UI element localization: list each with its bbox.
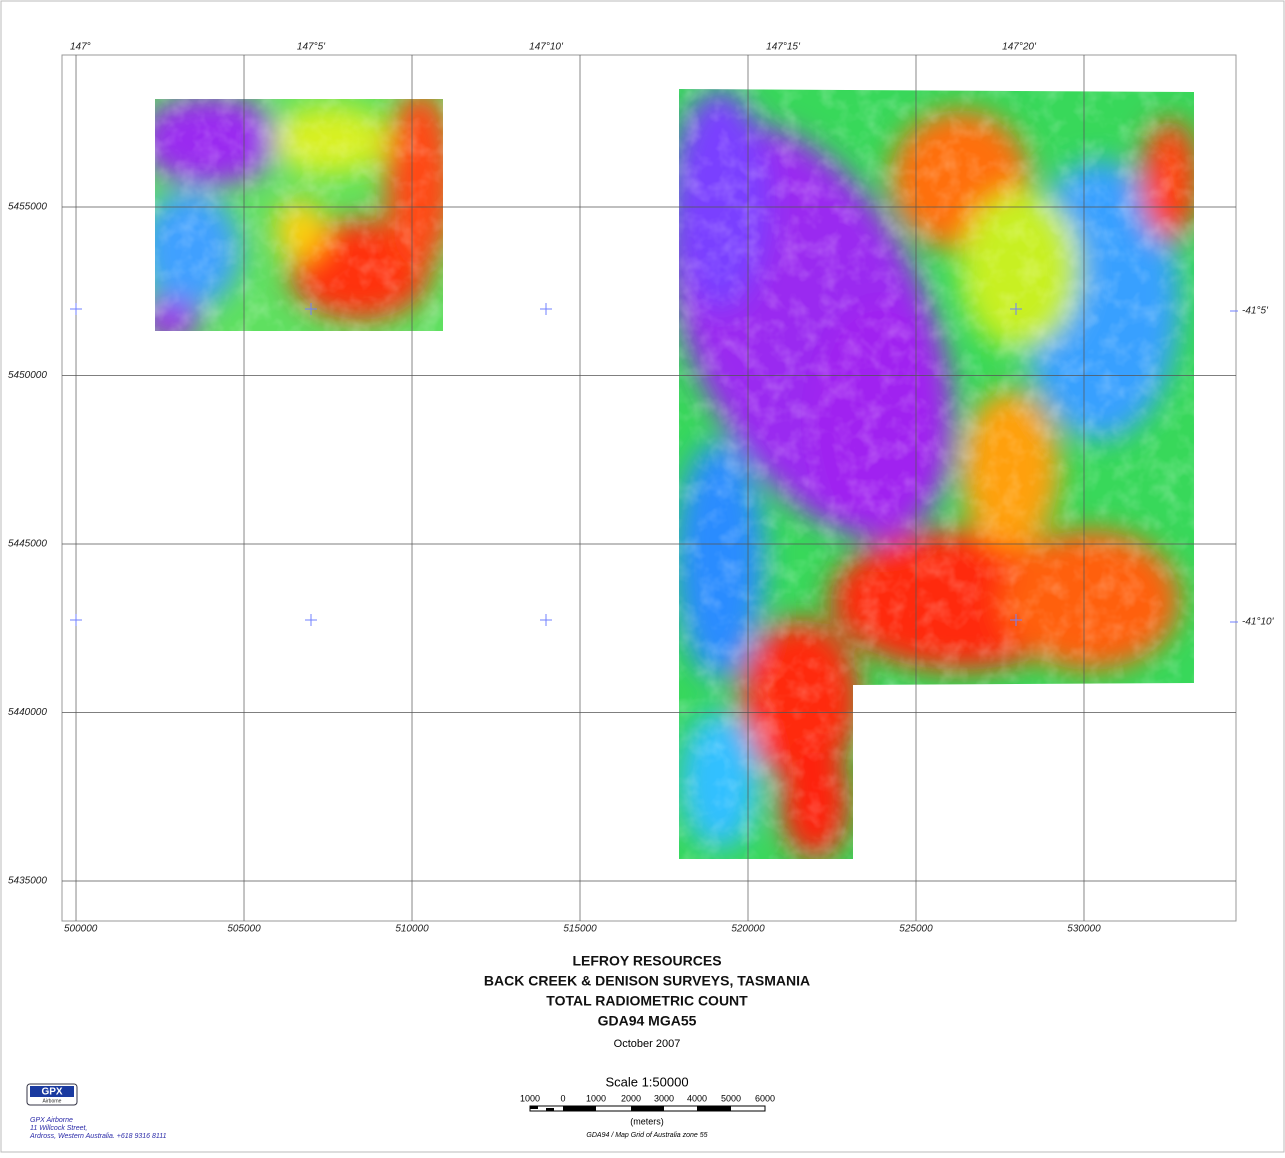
longitude-label: 147°10' [529,42,564,53]
scale-projection: GDA94 / Map Grid of Australia zone 55 [586,1132,707,1139]
map-title-line: GDA94 MGA55 [598,1013,697,1029]
company-address-line: GPX Airborne [30,1117,73,1124]
easting-label: 500000 [64,924,98,935]
logo-subtext: Airborne [43,1098,62,1104]
easting-label: 515000 [563,924,597,935]
scale-label: 3000 [654,1093,674,1103]
northing-label: 5455000 [8,202,47,213]
northing-label: 5450000 [8,370,47,381]
map-title-line: TOTAL RADIOMETRIC COUNT [546,993,748,1009]
company-address-line: Ardross, Western Australia. +618 9316 81… [29,1133,167,1140]
scale-label: 1000 [520,1093,540,1103]
longitude-label: 147°15' [766,42,801,53]
longitude-label: 147°20' [1002,42,1037,53]
company-logo: GPX Airborne [27,1084,77,1105]
survey-image-east [608,80,1200,860]
longitude-label: 147°5' [297,42,326,53]
scale-label: 1000 [586,1093,606,1103]
scale-units: (meters) [630,1116,664,1126]
northing-label: 5435000 [8,876,47,887]
easting-label: 510000 [395,924,429,935]
map-title-line: LEFROY RESOURCES [572,953,721,969]
northing-label: 5440000 [8,707,47,718]
scale-bar [530,1106,765,1111]
scale-label: 0 [560,1093,565,1103]
survey-image-west [140,90,455,340]
map-title-line: BACK CREEK & DENISON SURVEYS, TASMANIA [484,973,810,989]
northing-label: 5445000 [8,539,47,550]
easting-label: 520000 [731,924,765,935]
logo-text: GPX [41,1087,62,1098]
easting-label: 505000 [227,924,261,935]
scale-label: 6000 [755,1093,775,1103]
longitude-label: 147° [70,42,91,53]
map-date: October 2007 [614,1038,681,1050]
latitude-label: -41°10' [1242,617,1275,628]
scale-label: 2000 [621,1093,641,1103]
easting-label: 525000 [899,924,933,935]
scale-label: 4000 [687,1093,707,1103]
map-sheet: 500000 505000 510000 515000 520000 525000 5300… [0,0,1285,1153]
latitude-label: -41°5' [1242,306,1269,317]
easting-label: 530000 [1067,924,1101,935]
company-address-line: 11 Willcock Street, [30,1125,87,1132]
scale-title: Scale 1:50000 [605,1074,688,1089]
scale-label: 5000 [721,1093,741,1103]
